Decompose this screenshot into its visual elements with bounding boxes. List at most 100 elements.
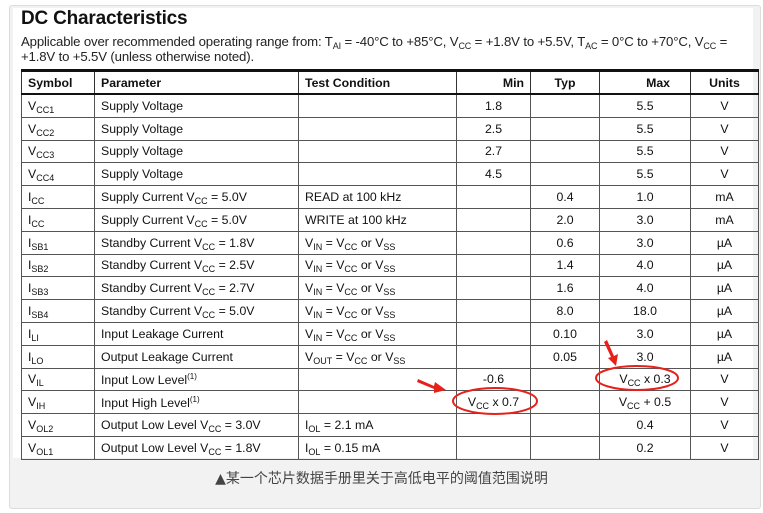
- subscript-text: OL1: [36, 446, 54, 457]
- cell-text: Supply Voltage: [101, 121, 184, 136]
- cell-text: 0.10: [553, 326, 577, 341]
- cell-max: 5.5: [599, 116, 691, 141]
- cell-text: I: [28, 349, 32, 364]
- subscript-text: CC: [344, 332, 358, 343]
- header-typ: Typ: [530, 69, 600, 95]
- cell-text: = 5.0V: [207, 212, 247, 227]
- cell-text: V: [305, 304, 314, 319]
- cell-symbol: ISB2: [21, 253, 95, 278]
- subscript-text: IL: [36, 378, 44, 389]
- cell-text: V: [305, 349, 314, 364]
- subscript-text: IN: [313, 241, 323, 252]
- cell-max: 4.0: [599, 276, 691, 301]
- cell-typ: 1.4: [530, 253, 600, 278]
- cell-symbol: VCC3: [21, 139, 95, 164]
- table-row: ISB1 Standby Current VCC = 1.8V VIN = VCC …: [21, 230, 759, 255]
- cell-max: 0.4: [599, 413, 691, 437]
- cell-text: 0.4: [556, 190, 574, 205]
- cell-units: V: [690, 162, 759, 187]
- table-row: ISB3 Standby Current VCC = 2.7V VIN = VCC …: [21, 276, 759, 301]
- subscript-text: SS: [383, 241, 396, 252]
- cell-text: = 0°C to +70°C, V: [597, 34, 704, 49]
- cell-text: Supply Current V: [101, 212, 195, 227]
- cell-test-condition: [298, 390, 457, 415]
- table-header-row: Symbol Parameter Test Condition Min Typ Max Un…: [21, 69, 759, 95]
- subscript-text: CC: [202, 264, 216, 275]
- cell-text: µA: [716, 281, 733, 296]
- cell-max: 4.0: [599, 253, 691, 278]
- cell-text: = 5.0V: [215, 304, 255, 319]
- subscript-text: CC: [344, 287, 358, 298]
- cell-text: V: [720, 372, 729, 387]
- cell-text: = V: [322, 258, 345, 273]
- cell-text: or V: [357, 326, 384, 341]
- cell-min: VCC x 0.7: [456, 390, 531, 415]
- subscript-text: OL: [308, 446, 321, 457]
- cell-units: µA: [690, 253, 759, 278]
- cell-min: [456, 230, 531, 255]
- cell-text: 1.8: [484, 98, 503, 113]
- cell-typ: [530, 413, 600, 437]
- cell-text: 5.5: [636, 167, 654, 182]
- cell-test-condition: IOL = 2.1 mA: [298, 413, 457, 437]
- subscript-text: OUT: [313, 355, 333, 366]
- cell-min: 1.8: [456, 93, 531, 118]
- cell-symbol: ISB4: [21, 299, 95, 323]
- cell-text: -0.6: [482, 372, 505, 387]
- cell-typ: [530, 367, 600, 392]
- figure-caption: ▲某一个芯片数据手册里关于高低电平的阈值范围说明: [215, 471, 548, 487]
- cell-symbol: VIL: [21, 367, 95, 392]
- cell-min: -0.6: [456, 367, 531, 392]
- cell-symbol: VOL2: [21, 413, 95, 437]
- cell-text: = V: [322, 326, 345, 341]
- cell-units: mA: [690, 185, 759, 209]
- cell-parameter: Output Low Level VCC = 1.8V: [94, 435, 299, 460]
- cell-text: V: [720, 121, 729, 136]
- cell-units: µA: [690, 344, 759, 369]
- table-row: VCC4 Supply Voltage 4.5 5.5 V: [21, 162, 759, 187]
- cell-text: V: [28, 418, 37, 433]
- cell-text: or V: [357, 281, 384, 296]
- cell-text: I: [28, 304, 32, 319]
- cell-max: 5.5: [599, 162, 691, 187]
- cell-text: 0.05: [553, 349, 577, 364]
- cell-min: [456, 207, 531, 232]
- cell-max: 0.2: [599, 435, 691, 460]
- cell-text: I: [305, 440, 309, 455]
- cell-text: 1.4: [556, 258, 574, 273]
- subscript-text: AC: [585, 41, 598, 51]
- cell-typ: [530, 390, 600, 415]
- cell-min: [456, 413, 531, 437]
- cell-text: V: [28, 98, 37, 113]
- cell-text: = 2.5V: [215, 258, 255, 273]
- cell-symbol: ISB3: [21, 276, 95, 301]
- cell-parameter: Supply Current VCC = 5.0V: [94, 185, 299, 209]
- cell-parameter: Standby Current VCC = 1.8V: [94, 230, 299, 255]
- cell-text: I: [28, 235, 32, 250]
- cell-max: 3.0: [599, 207, 691, 232]
- subscript-text: CC: [344, 264, 358, 275]
- cell-parameter: Supply Current VCC = 5.0V: [94, 207, 299, 232]
- cell-text: Input Low Level: [101, 373, 188, 387]
- subscript-text: IN: [313, 287, 323, 298]
- table-row: VIH Input High Level(1) VCC x 0.7 VCC + 0.5…: [21, 390, 759, 415]
- subscript-text: OL: [308, 424, 321, 435]
- subscript-text: CC: [31, 196, 45, 207]
- cell-text: I: [28, 326, 32, 341]
- header-parameter: Parameter: [94, 69, 299, 95]
- cell-text: = 0.15 mA: [320, 440, 381, 455]
- header-symbol: Symbol: [21, 69, 95, 95]
- cell-min: 4.5: [456, 162, 531, 187]
- cell-text: V: [720, 144, 729, 159]
- cell-text: µA: [716, 349, 733, 364]
- cell-parameter: Standby Current VCC = 2.5V: [94, 253, 299, 278]
- cell-typ: [530, 139, 600, 164]
- subscript-text: SS: [383, 310, 396, 321]
- cell-text: = 1.8V: [221, 440, 261, 455]
- subscript-text: SB3: [31, 287, 49, 298]
- cell-text: or V: [357, 235, 384, 250]
- cell-text: Standby Current V: [101, 304, 203, 319]
- subscript-text: SS: [383, 332, 396, 343]
- cell-units: V: [690, 435, 759, 460]
- table-row: ICC Supply Current VCC = 5.0V WRITE at 100…: [21, 207, 759, 232]
